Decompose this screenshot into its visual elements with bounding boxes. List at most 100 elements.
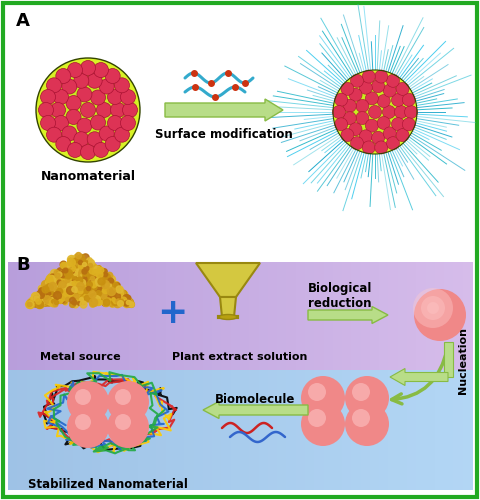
Circle shape [57,112,67,122]
Circle shape [104,78,114,88]
Bar [463,262,473,370]
Circle shape [117,98,127,108]
Circle shape [400,96,409,104]
Circle shape [80,70,90,80]
Circle shape [352,383,370,401]
Circle shape [338,102,347,111]
Circle shape [421,296,445,320]
Circle shape [377,94,390,108]
Circle shape [45,98,55,108]
Circle shape [48,105,59,115]
Circle shape [386,96,395,106]
Circle shape [50,118,60,128]
Circle shape [383,84,396,97]
Circle shape [106,112,116,122]
Circle shape [83,96,93,106]
Circle shape [346,90,355,99]
Circle shape [45,123,55,133]
Circle shape [345,90,354,100]
Circle shape [350,74,363,88]
Polygon shape [220,297,236,317]
Circle shape [94,70,103,80]
Bar [370,262,380,370]
Circle shape [108,116,122,130]
Bar [342,370,352,490]
Bar [296,370,306,490]
Circle shape [83,114,93,124]
Bar [166,262,176,370]
Bar [175,262,185,370]
Bar [407,370,417,490]
Circle shape [85,92,96,102]
Circle shape [38,102,53,118]
Circle shape [116,118,125,128]
Circle shape [97,134,107,144]
Circle shape [107,105,117,115]
Bar [147,370,157,490]
Circle shape [120,90,135,104]
Circle shape [115,414,131,430]
Circle shape [400,108,409,116]
Circle shape [372,132,384,144]
Circle shape [106,98,116,108]
Circle shape [88,65,98,75]
Circle shape [371,128,379,136]
Bar [54,370,65,490]
FancyArrow shape [165,99,283,121]
Circle shape [109,128,119,138]
Circle shape [339,102,348,110]
Circle shape [72,106,83,116]
Text: Plant extract solution: Plant extract solution [172,352,308,362]
Circle shape [349,130,359,140]
Circle shape [383,124,392,133]
Circle shape [398,120,407,129]
Circle shape [91,105,100,115]
Circle shape [91,63,100,73]
Circle shape [397,101,406,110]
Circle shape [364,102,373,110]
Circle shape [92,105,101,115]
Circle shape [97,86,107,96]
Circle shape [75,63,85,73]
Circle shape [76,83,86,93]
Circle shape [65,104,75,115]
Circle shape [402,93,415,106]
Circle shape [68,62,83,78]
Bar [454,262,464,370]
Circle shape [397,125,406,134]
Circle shape [113,74,123,84]
Circle shape [107,406,149,448]
Circle shape [367,102,376,111]
Bar [435,262,445,370]
Bar [138,262,148,370]
Circle shape [371,116,380,124]
Bar [184,370,194,490]
Circle shape [382,76,391,86]
Bar [277,370,288,490]
Circle shape [340,114,349,123]
Circle shape [361,78,370,86]
Circle shape [52,86,62,96]
Circle shape [109,80,120,90]
Circle shape [113,87,123,97]
Circle shape [49,98,59,108]
Circle shape [383,91,392,100]
Circle shape [98,122,108,132]
Bar [388,370,399,490]
Circle shape [348,84,357,94]
Circle shape [364,138,373,146]
Circle shape [80,82,90,92]
Bar [8,370,18,490]
Bar [92,262,102,370]
Circle shape [76,112,86,122]
Circle shape [356,100,369,112]
Bar [156,370,167,490]
Circle shape [60,86,70,96]
Circle shape [369,106,382,118]
Bar [101,262,111,370]
Circle shape [118,118,128,128]
Bar [45,262,55,370]
Circle shape [390,114,399,123]
Circle shape [351,114,360,122]
Circle shape [386,74,399,88]
